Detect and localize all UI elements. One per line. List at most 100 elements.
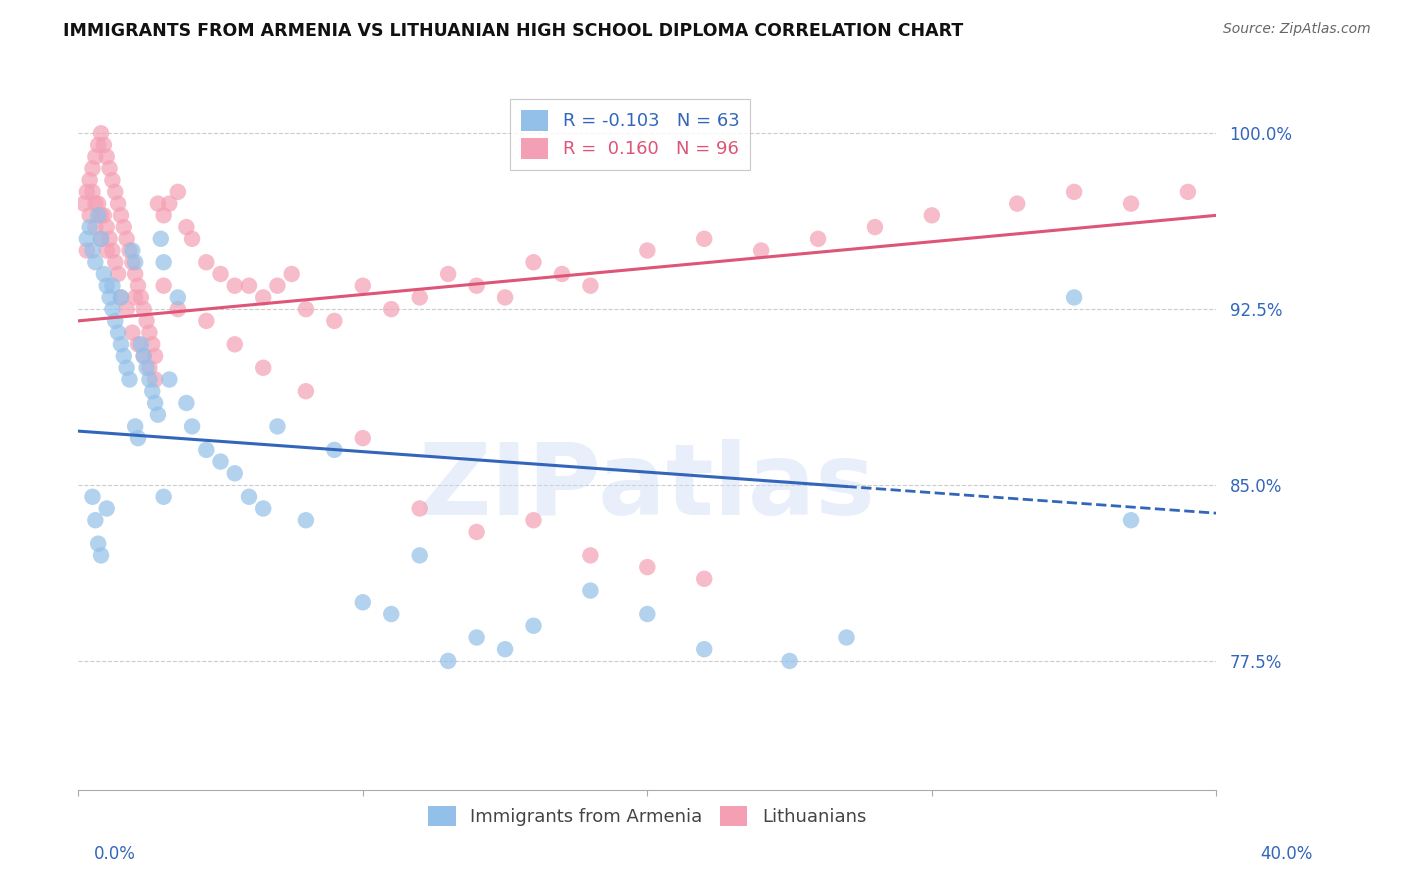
Point	[352, 278, 374, 293]
Text: Source: ZipAtlas.com: Source: ZipAtlas.com	[1223, 22, 1371, 37]
Point	[152, 490, 174, 504]
Point	[409, 549, 432, 563]
Point	[437, 267, 460, 281]
Point	[146, 408, 169, 422]
Point	[104, 255, 127, 269]
Text: 40.0%: 40.0%	[1260, 846, 1313, 863]
Point	[101, 302, 124, 317]
Point	[295, 302, 318, 317]
Point	[127, 278, 149, 293]
Point	[124, 255, 146, 269]
Point	[96, 220, 118, 235]
Point	[863, 220, 886, 235]
Point	[693, 232, 716, 246]
Point	[494, 642, 516, 657]
Point	[124, 290, 146, 304]
Point	[238, 490, 260, 504]
Point	[749, 244, 772, 258]
Point	[141, 337, 163, 351]
Point	[195, 442, 218, 457]
Point	[115, 302, 138, 317]
Text: 0.0%: 0.0%	[94, 846, 136, 863]
Point	[82, 244, 104, 258]
Point	[224, 337, 246, 351]
Point	[579, 549, 602, 563]
Point	[157, 372, 180, 386]
Point	[166, 302, 188, 317]
Point	[101, 278, 124, 293]
Point	[152, 278, 174, 293]
Point	[112, 220, 135, 235]
Point	[124, 419, 146, 434]
Point	[107, 196, 129, 211]
Point	[157, 196, 180, 211]
Point	[76, 244, 98, 258]
Point	[152, 208, 174, 222]
Point	[295, 384, 318, 399]
Point	[195, 314, 218, 328]
Point	[323, 442, 346, 457]
Point	[98, 290, 121, 304]
Point	[124, 267, 146, 281]
Point	[209, 454, 232, 468]
Point	[579, 278, 602, 293]
Point	[98, 161, 121, 176]
Point	[181, 232, 204, 246]
Point	[127, 337, 149, 351]
Point	[551, 267, 574, 281]
Point	[636, 244, 658, 258]
Point	[636, 560, 658, 574]
Point	[84, 150, 107, 164]
Point	[252, 360, 274, 375]
Point	[90, 232, 112, 246]
Point	[90, 208, 112, 222]
Point	[238, 278, 260, 293]
Point	[115, 232, 138, 246]
Point	[76, 185, 98, 199]
Point	[76, 232, 98, 246]
Point	[90, 126, 112, 140]
Point	[138, 360, 160, 375]
Point	[779, 654, 801, 668]
Point	[380, 607, 402, 621]
Point	[79, 208, 101, 222]
Point	[84, 220, 107, 235]
Point	[79, 173, 101, 187]
Point	[295, 513, 318, 527]
Point	[84, 513, 107, 527]
Point	[266, 419, 288, 434]
Point	[465, 524, 488, 539]
Point	[266, 278, 288, 293]
Point	[96, 278, 118, 293]
Point	[152, 255, 174, 269]
Point	[110, 290, 132, 304]
Point	[104, 314, 127, 328]
Point	[636, 607, 658, 621]
Point	[409, 290, 432, 304]
Point	[280, 267, 302, 281]
Point	[835, 631, 858, 645]
Point	[143, 396, 166, 410]
Point	[87, 196, 110, 211]
Point	[693, 572, 716, 586]
Point	[579, 583, 602, 598]
Point	[143, 372, 166, 386]
Point	[104, 185, 127, 199]
Point	[82, 185, 104, 199]
Point	[176, 220, 198, 235]
Point	[115, 360, 138, 375]
Point	[143, 349, 166, 363]
Point	[141, 384, 163, 399]
Point	[93, 138, 115, 153]
Point	[465, 631, 488, 645]
Point	[73, 196, 96, 211]
Point	[98, 232, 121, 246]
Point	[135, 314, 157, 328]
Point	[87, 208, 110, 222]
Point	[84, 196, 107, 211]
Point	[87, 138, 110, 153]
Point	[121, 326, 143, 340]
Point	[1005, 196, 1028, 211]
Point	[209, 267, 232, 281]
Point	[522, 619, 544, 633]
